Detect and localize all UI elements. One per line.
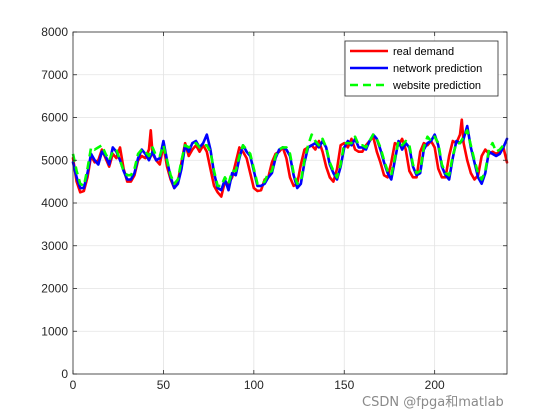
legend-label: real demand	[393, 46, 454, 58]
y-tick-label: 2000	[41, 282, 68, 296]
legend-label: network prediction	[393, 63, 482, 75]
series-layer	[71, 118, 509, 198]
legend-label: website prediction	[392, 80, 481, 92]
y-tick-label: 5000	[41, 153, 68, 167]
x-tick-label: 50	[157, 378, 171, 392]
y-tick-label: 7000	[41, 68, 68, 82]
legend: real demand network prediction website pre…	[344, 40, 499, 97]
y-tick-label: 4000	[41, 196, 68, 210]
y-tick-label: 0	[61, 367, 68, 381]
y-tick-label: 8000	[41, 25, 68, 39]
axis-ticks: 0 50 100 150 2000100020003000400050006000700…	[41, 25, 507, 392]
watermark-text: CSDN @fpga和matlab	[362, 395, 504, 410]
series-line-3	[71, 129, 508, 188]
y-tick-label: 1000	[41, 324, 68, 338]
y-tick-label: 6000	[41, 111, 68, 125]
y-tick-label: 3000	[41, 239, 68, 253]
x-tick-label: 200	[425, 378, 445, 392]
x-tick-label: 150	[334, 378, 354, 392]
x-tick-label: 100	[244, 378, 264, 392]
x-tick-label: 0	[70, 378, 77, 392]
